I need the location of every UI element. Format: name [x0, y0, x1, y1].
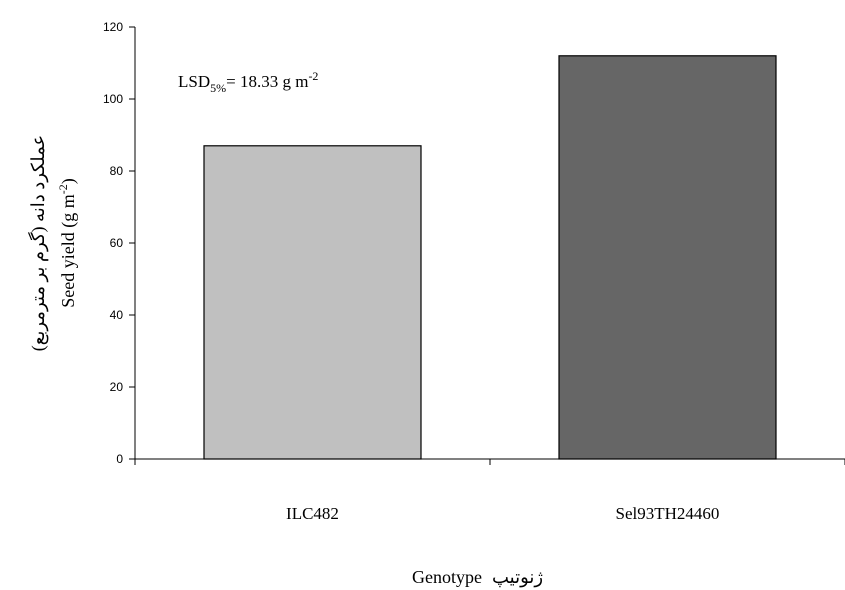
bars: [203, 55, 777, 460]
y-tick-label: 60: [110, 236, 124, 250]
y-ticks: 0 20 40 60 80 100 120: [103, 20, 135, 466]
x-category-label: Sel93TH24460: [616, 504, 720, 523]
bar-ilc482: [203, 145, 422, 460]
x-axis-title-persian: ژنوتیپ: [492, 567, 543, 588]
y-tick-label: 40: [110, 308, 124, 322]
x-ticks: ILC482 Sel93TH24460: [134, 459, 845, 523]
bar-sel93th24460: [558, 55, 777, 460]
y-axis-title-english: Seed yield (g m-2): [56, 178, 79, 307]
y-axis-title-persian: عملکرد دانه (گرم بر مترمربع): [27, 135, 49, 351]
y-tick-label: 20: [110, 380, 124, 394]
x-category-label: ILC482: [286, 504, 339, 523]
y-tick-label: 120: [103, 20, 123, 34]
y-tick-label: 80: [110, 164, 124, 178]
y-tick-label: 100: [103, 92, 123, 106]
lsd-annotation: LSD5%= 18.33 g m-2: [178, 69, 318, 95]
x-axis-title-english: Genotype: [412, 567, 482, 587]
y-tick-label: 0: [116, 452, 123, 466]
